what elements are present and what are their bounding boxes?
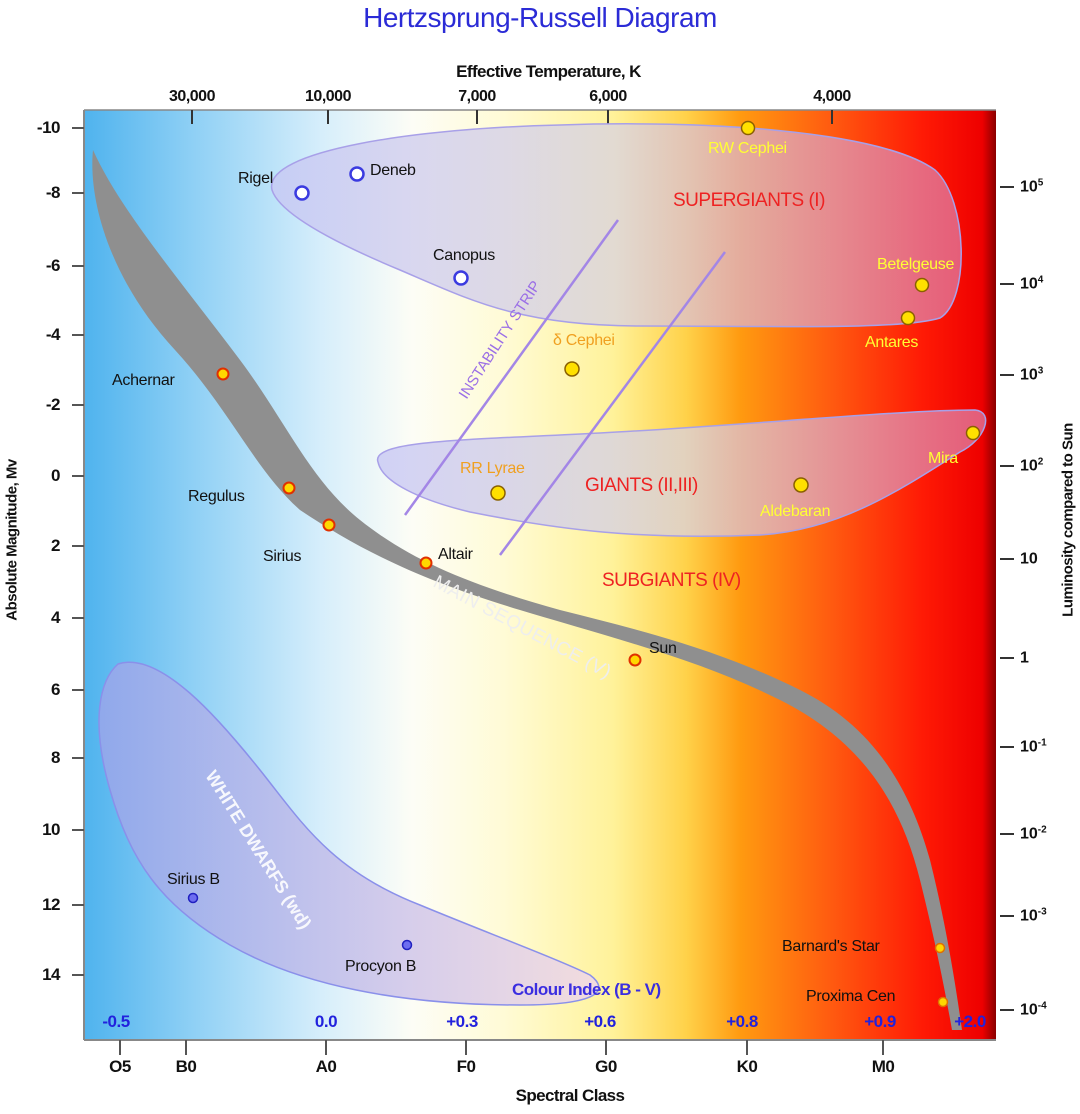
lum-tick: 103 bbox=[1020, 365, 1044, 384]
mag-tick: -4 bbox=[45, 325, 61, 344]
star-sirius bbox=[322, 518, 336, 532]
spectral-tick-g0: G0 bbox=[595, 1057, 617, 1076]
mag-tick: 2 bbox=[51, 536, 60, 555]
star-label-mira: Mira bbox=[928, 450, 958, 467]
lum-tick: 10 bbox=[1020, 550, 1038, 568]
star-label-altair: Altair bbox=[438, 546, 473, 563]
spectral-tick-m0: M0 bbox=[871, 1057, 895, 1076]
instability-strip-left-line bbox=[403, 219, 620, 516]
lum-tick: 10-2 bbox=[1020, 824, 1047, 843]
temp-tick-10000: 10,000 bbox=[305, 88, 351, 105]
star-proxima-cen bbox=[937, 996, 949, 1008]
star-label-delta-cephei: δ Cephei bbox=[553, 332, 615, 349]
colour-index-tick: +0.8 bbox=[726, 1012, 758, 1031]
star-label-barnards-star: Barnard's Star bbox=[782, 938, 880, 955]
lum-tick: 104 bbox=[1020, 274, 1044, 293]
spectral-tick-b0: B0 bbox=[175, 1057, 197, 1076]
colour-index-tick: 0.0 bbox=[314, 1012, 338, 1031]
temp-tick-4000: 4,000 bbox=[813, 88, 851, 105]
instability-strip-right-line bbox=[498, 251, 727, 556]
colour-index-tick: +0.9 bbox=[864, 1012, 896, 1031]
mag-tick: -2 bbox=[45, 395, 61, 414]
star-rigel bbox=[294, 185, 310, 201]
star-betelgeuse bbox=[914, 277, 930, 293]
star-rw-cephei bbox=[740, 120, 756, 136]
star-label-regulus: Regulus bbox=[188, 488, 245, 505]
star-label-proxima-cen: Proxima Cen bbox=[806, 988, 896, 1005]
spectral-tick-a0: A0 bbox=[315, 1057, 337, 1076]
temp-tick-30000: 30,000 bbox=[169, 88, 215, 105]
colour-index-tick: +0.3 bbox=[446, 1012, 478, 1031]
mag-tick: 12 bbox=[42, 895, 60, 914]
supergiants-label: SUPERGIANTS (I) bbox=[673, 190, 825, 211]
giants-region bbox=[376, 409, 987, 538]
spectral-tick-o5: O5 bbox=[109, 1057, 131, 1076]
luminosity-axis-title: Luminosity compared to Sun bbox=[1059, 423, 1077, 617]
colour-index-tick: -0.5 bbox=[102, 1012, 130, 1031]
star-label-sirius: Sirius bbox=[263, 548, 302, 565]
star-canopus bbox=[453, 270, 469, 286]
star-label-procyon-b: Procyon B bbox=[345, 958, 417, 975]
temp-tick-6000: 6,000 bbox=[589, 88, 627, 105]
magnitude-axis-title: Absolute Magnitude, Mv bbox=[3, 459, 21, 621]
colour-index-tick: +0.6 bbox=[584, 1012, 616, 1031]
star-barnards-star bbox=[934, 942, 946, 954]
star-mira bbox=[965, 425, 981, 441]
star-procyon-b bbox=[401, 939, 413, 951]
mag-tick: -6 bbox=[45, 256, 61, 275]
star-label-rigel: Rigel bbox=[238, 170, 273, 187]
star-deneb bbox=[349, 166, 365, 182]
star-antares bbox=[900, 310, 916, 326]
star-label-rr-lyrae: RR Lyrae bbox=[460, 460, 525, 477]
mag-tick: 0 bbox=[51, 466, 60, 485]
star-label-deneb: Deneb bbox=[370, 162, 416, 179]
star-label-rw-cephei: RW Cephei bbox=[708, 140, 787, 157]
lum-tick: 1 bbox=[1020, 649, 1029, 667]
star-rr-lyrae bbox=[490, 485, 506, 501]
mag-tick: 4 bbox=[51, 608, 60, 627]
star-label-canopus: Canopus bbox=[433, 247, 495, 264]
star-sun bbox=[628, 653, 642, 667]
spectral-tick-k0: K0 bbox=[736, 1057, 758, 1076]
lum-tick: 105 bbox=[1020, 177, 1044, 196]
mag-tick: 6 bbox=[51, 680, 60, 699]
giants-label: GIANTS (II,III) bbox=[585, 475, 698, 496]
mag-tick: 10 bbox=[42, 820, 60, 839]
mag-tick: 8 bbox=[51, 748, 60, 767]
temp-tick-7000: 7,000 bbox=[458, 88, 496, 105]
mag-tick: 14 bbox=[42, 965, 60, 984]
star-regulus bbox=[282, 481, 296, 495]
star-sirius-b bbox=[187, 892, 199, 904]
star-altair bbox=[419, 556, 433, 570]
star-label-aldebaran: Aldebaran bbox=[760, 503, 831, 520]
white-dwarfs-region bbox=[98, 661, 600, 1006]
mag-tick: -8 bbox=[45, 183, 61, 202]
lum-tick: 10-1 bbox=[1020, 737, 1047, 756]
mag-tick: -10 bbox=[36, 118, 61, 137]
subgiants-label: SUBGIANTS (IV) bbox=[602, 570, 741, 591]
supergiants-region bbox=[271, 123, 962, 328]
lum-tick: 10-4 bbox=[1020, 1000, 1047, 1019]
star-label-betelgeuse: Betelgeuse bbox=[877, 256, 955, 273]
star-label-antares: Antares bbox=[865, 334, 919, 351]
star-aldebaran bbox=[793, 477, 809, 493]
star-delta-cephei bbox=[564, 361, 580, 377]
colour-index-title: Colour Index (B - V) bbox=[512, 980, 661, 999]
lum-tick: 10-3 bbox=[1020, 906, 1047, 925]
star-label-sirius-b: Sirius B bbox=[167, 871, 220, 888]
lum-tick: 102 bbox=[1020, 456, 1044, 475]
colour-index-tick: +2.0 bbox=[954, 1012, 986, 1031]
star-markers bbox=[187, 120, 981, 1008]
spectral-axis-title: Spectral Class bbox=[515, 1086, 625, 1105]
star-achernar bbox=[216, 367, 230, 381]
chart-title: Hertzsprung-Russell Diagram bbox=[363, 2, 717, 33]
spectral-tick-f0: F0 bbox=[456, 1057, 476, 1076]
temperature-axis-title: Effective Temperature, K bbox=[456, 62, 641, 81]
star-label-achernar: Achernar bbox=[112, 372, 175, 389]
star-label-sun: Sun bbox=[649, 640, 677, 657]
